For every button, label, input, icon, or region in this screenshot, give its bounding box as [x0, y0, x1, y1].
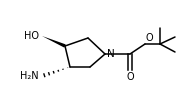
Text: H₂N: H₂N — [20, 71, 39, 81]
Polygon shape — [42, 36, 66, 48]
Text: HO: HO — [24, 31, 39, 41]
Text: N: N — [107, 49, 115, 59]
Text: O: O — [126, 72, 134, 82]
Text: O: O — [146, 33, 154, 43]
